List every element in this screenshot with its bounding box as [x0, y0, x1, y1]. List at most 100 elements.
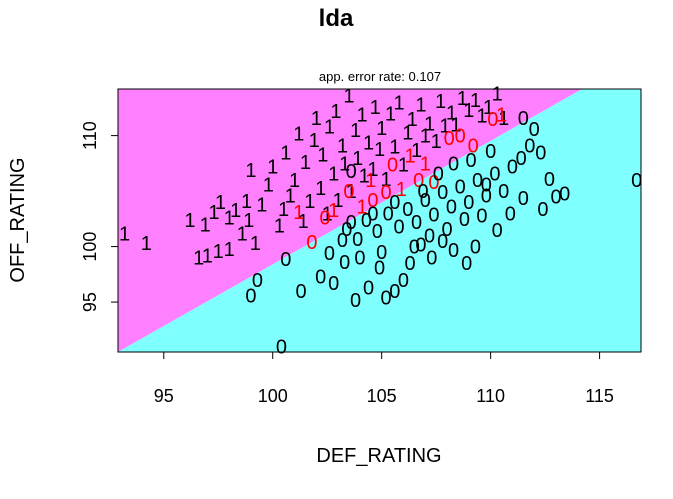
data-point: 1	[256, 194, 267, 216]
data-point: 0	[404, 253, 415, 275]
data-point: 0	[631, 170, 642, 192]
data-point: 0	[343, 181, 354, 203]
data-point: 0	[402, 199, 413, 221]
data-point: 1	[396, 179, 407, 201]
data-point: 0	[346, 212, 357, 234]
data-point: 0	[306, 232, 317, 254]
data-point: 1	[415, 95, 426, 117]
data-point: 0	[418, 181, 429, 203]
data-point: 0	[319, 208, 330, 230]
data-point: 1	[241, 191, 252, 213]
data-point: 0	[537, 199, 548, 221]
x-tick-label: 110	[476, 386, 505, 406]
data-point: 1	[420, 126, 431, 148]
x-tick-label: 100	[258, 386, 288, 406]
data-point: 0	[472, 170, 483, 192]
data-point: 0	[372, 221, 383, 243]
data-point: 0	[505, 203, 516, 225]
data-point: 0	[411, 212, 422, 234]
data-point: 0	[415, 234, 426, 256]
data-point: 1	[278, 199, 289, 221]
data-point: 1	[476, 106, 487, 128]
data-point: 1	[309, 130, 320, 152]
data-point: 0	[446, 197, 457, 219]
data-point: 0	[367, 190, 378, 212]
data-point: 0	[245, 285, 256, 307]
data-point: 0	[470, 237, 481, 259]
data-point: 0	[492, 220, 503, 242]
data-point: 1	[498, 108, 509, 130]
data-points: 1 11 111 1 111111111111111111111111111111111…	[119, 83, 642, 358]
data-point: 1	[300, 152, 311, 174]
data-point: 0	[389, 192, 400, 214]
data-point: 1	[376, 118, 387, 140]
data-point: 0	[437, 231, 448, 253]
data-point: 1	[330, 101, 341, 123]
data-point: 1	[224, 239, 235, 261]
data-point: 1	[311, 108, 322, 130]
data-point: 1	[224, 208, 235, 230]
data-point: 0	[413, 170, 424, 192]
data-point: 0	[448, 240, 459, 262]
data-point: 1	[237, 223, 248, 245]
data-point: 0	[337, 230, 348, 252]
x-tick-label: 95	[154, 386, 174, 406]
data-point: 0	[516, 148, 527, 170]
data-point: 0	[374, 258, 385, 280]
data-point: 1	[450, 115, 461, 137]
data-point: 1	[328, 200, 339, 222]
data-point: 0	[324, 243, 335, 265]
data-point: 1	[411, 140, 422, 162]
data-point: 0	[459, 209, 470, 231]
x-tick-label: 115	[585, 386, 614, 406]
data-point: 1	[435, 91, 446, 113]
data-point: 1	[385, 103, 396, 125]
data-point: 0	[280, 249, 291, 271]
data-point: 1	[492, 83, 503, 105]
data-point: 1	[359, 166, 370, 188]
data-point: 1	[446, 102, 457, 124]
data-point: 0	[424, 225, 435, 247]
data-point: 1	[267, 157, 278, 179]
data-point: 0	[535, 142, 546, 164]
data-point: 0	[441, 219, 452, 241]
data-point: 0	[367, 203, 378, 225]
data-point: 1	[370, 97, 381, 119]
chart-subtitle: app. error rate: 0.107	[319, 69, 441, 84]
data-point: 0	[489, 163, 500, 185]
x-tick-label: 105	[367, 386, 397, 406]
data-point: 1	[280, 142, 291, 164]
data-point: 1	[293, 123, 304, 145]
y-tick-label: 110	[80, 121, 100, 150]
y-tick-label: 95	[80, 292, 100, 312]
data-point: 1	[304, 191, 315, 213]
data-point: 1	[333, 190, 344, 212]
data-point: 0	[420, 190, 431, 212]
data-point: 1	[343, 86, 354, 108]
data-point: 1	[328, 163, 339, 185]
x-axis: 95 100 105 110 115	[154, 351, 614, 406]
data-point: 0	[485, 141, 496, 163]
data-point: 1	[285, 186, 296, 208]
data-point: 0	[437, 182, 448, 204]
data-point: 0	[550, 187, 561, 209]
data-point: 1	[274, 215, 285, 237]
data-point: 0	[252, 270, 263, 292]
data-point: 0	[380, 182, 391, 204]
data-point: 1	[202, 245, 213, 267]
data-point: 1	[420, 153, 431, 175]
chart-title: lda	[319, 5, 354, 32]
data-point: 0	[361, 210, 372, 232]
data-point: 1	[352, 148, 363, 170]
data-point: 1	[363, 132, 374, 154]
data-point: 1	[463, 100, 474, 122]
data-point: 1	[457, 88, 468, 110]
data-point: 1	[470, 90, 481, 112]
data-point: 0	[559, 183, 570, 205]
data-point: 0	[350, 290, 361, 312]
data-point: 0	[376, 242, 387, 264]
data-point: 1	[213, 241, 224, 263]
data-point: 0	[507, 157, 518, 179]
data-point: 1	[367, 159, 378, 181]
data-point: 1	[398, 154, 409, 176]
